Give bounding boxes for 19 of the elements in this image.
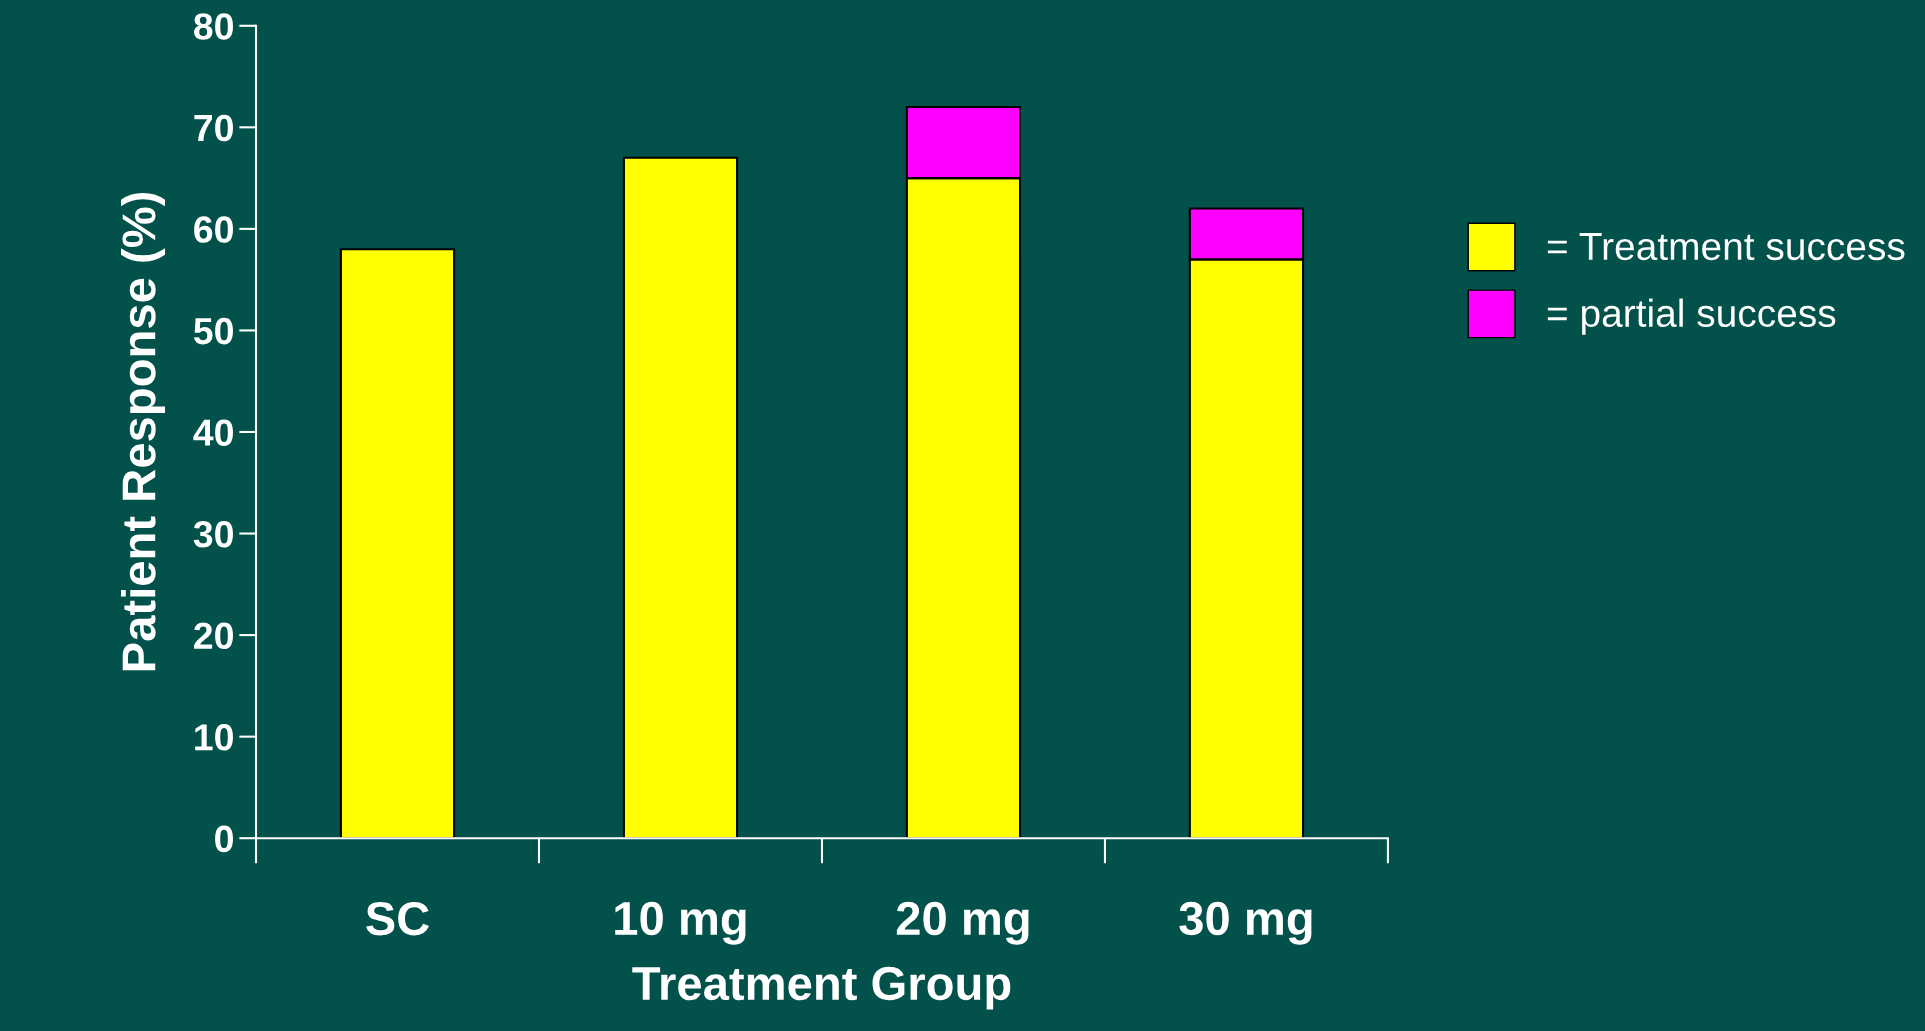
y-tick-label: 60 [194,216,233,243]
legend-label: = partial success [1547,298,1836,335]
y-tick-label: 50 [193,317,233,345]
y-axis-title: Patient Response (%) [120,192,166,671]
y-tick-label: 40 [193,419,233,446]
y-tick-label: 10 [195,724,233,751]
bar [622,156,739,839]
y-tick-label: 80 [193,13,233,40]
y-tick-label: 0 [215,825,233,853]
y-tick-label: 70 [194,114,233,142]
y-tick-label: 20 [194,622,233,650]
y-tick-label: 30 [193,520,233,548]
x-tick-label: 30 mg [1179,901,1312,945]
x-tick-label: 20 mg [896,901,1029,945]
bar [339,248,456,839]
x-axis-title: Treatment Group [632,966,1011,1010]
x-tick-label: SC [366,901,430,936]
legend-label: = Treatment success [1547,233,1905,261]
x-tick-label: 10 mg [615,901,746,945]
